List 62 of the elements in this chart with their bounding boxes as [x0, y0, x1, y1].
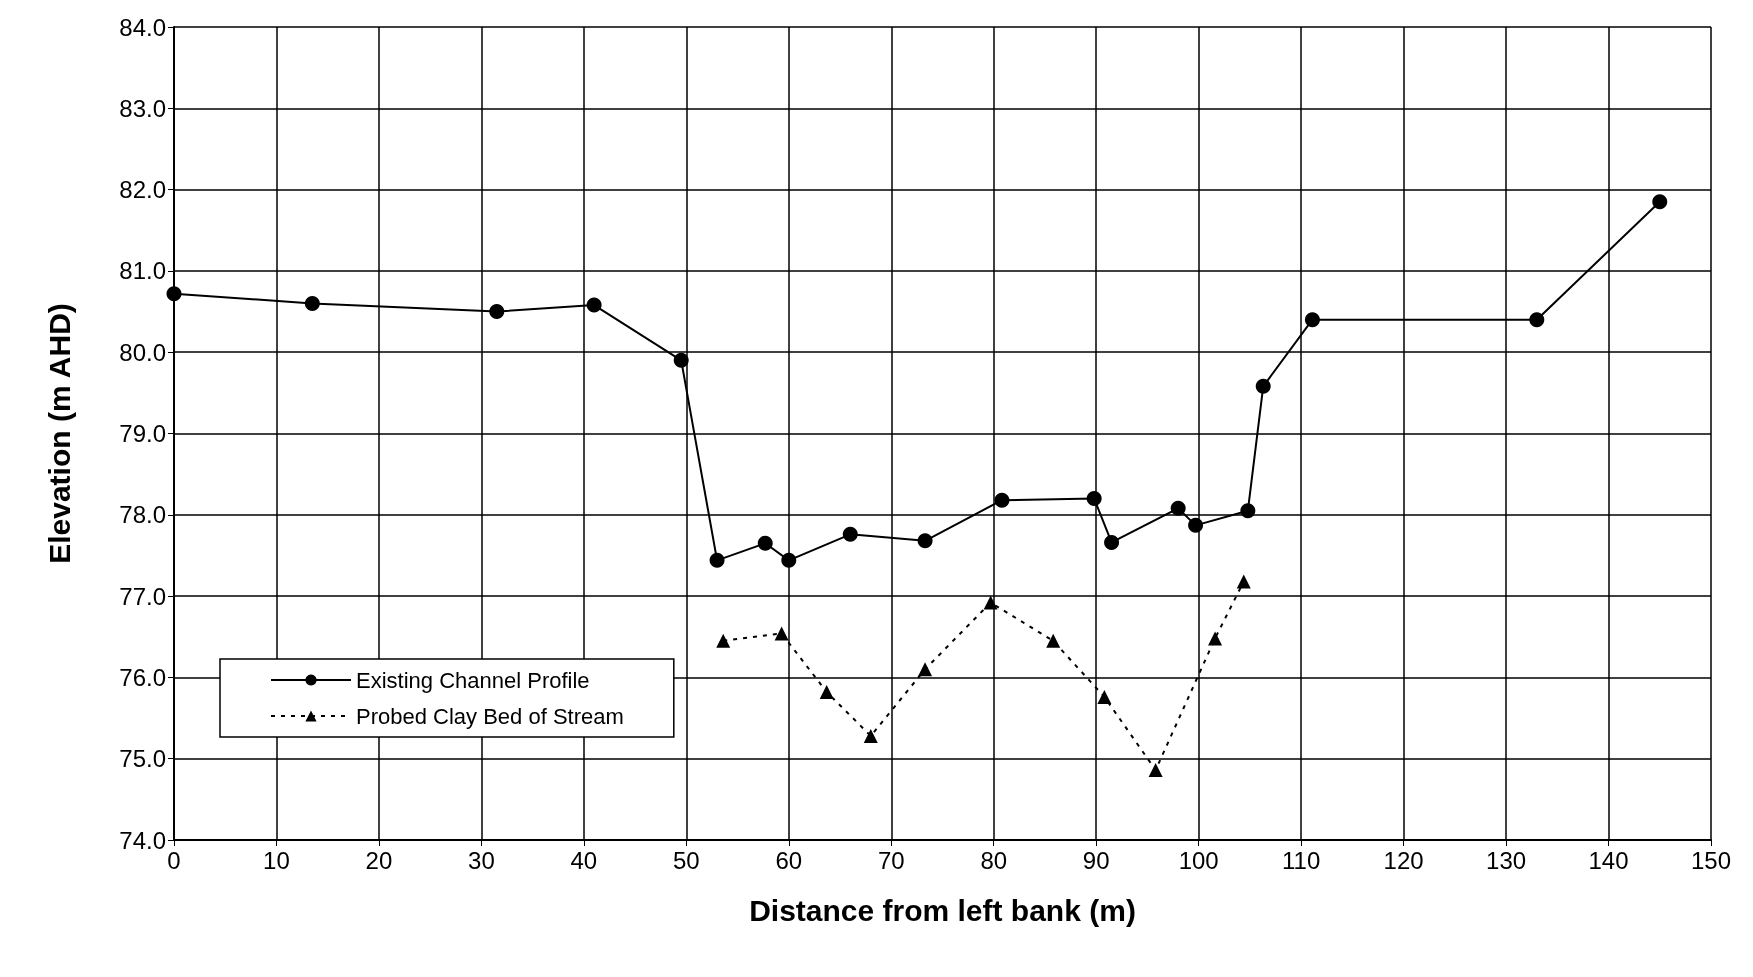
- point: [166, 286, 182, 302]
- point: [1236, 574, 1251, 589]
- point: [819, 685, 834, 700]
- y-axis-title: Elevation (m AHD): [42, 303, 76, 564]
- y-tick-label: 83.0: [119, 94, 166, 122]
- point: [983, 595, 998, 610]
- x-axis-title: Distance from left bank (m): [749, 893, 1136, 927]
- x-tick-label: 50: [672, 846, 700, 874]
- point: [842, 526, 858, 542]
- x-tick-label: 120: [1383, 846, 1424, 874]
- point: [1086, 491, 1102, 507]
- point: [1240, 503, 1256, 519]
- point: [1529, 312, 1545, 328]
- legend-label: Probed Clay Bed of Stream: [356, 703, 624, 729]
- point: [774, 626, 789, 641]
- point: [586, 297, 602, 313]
- y-tick-label: 84.0: [119, 13, 166, 41]
- point: [489, 304, 505, 320]
- point: [1170, 500, 1186, 516]
- y-tick-label: 75.0: [119, 745, 166, 773]
- y-tick-label: 81.0: [119, 257, 166, 285]
- point: [1148, 763, 1163, 778]
- point: [1208, 631, 1223, 646]
- point: [673, 352, 689, 368]
- point: [918, 662, 933, 677]
- x-tick-label: 130: [1486, 846, 1527, 874]
- x-tick-label: 40: [570, 846, 598, 874]
- y-tick-label: 77.0: [119, 582, 166, 610]
- x-tick-label: 140: [1588, 846, 1629, 874]
- x-tick-label: 0: [167, 846, 181, 874]
- point: [781, 552, 797, 568]
- y-tick-label: 74.0: [119, 826, 166, 854]
- x-tick-label: 30: [468, 846, 495, 874]
- point: [304, 295, 320, 311]
- point: [917, 533, 933, 549]
- point: [863, 728, 878, 743]
- x-tick-label: 90: [1082, 846, 1110, 874]
- point: [716, 633, 731, 648]
- y-tick-label: 80.0: [119, 338, 166, 366]
- x-tick-label: 100: [1178, 846, 1219, 874]
- point: [994, 492, 1010, 508]
- x-tick-label: 80: [980, 846, 1008, 874]
- y-tick-label: 76.0: [119, 663, 166, 691]
- x-tick-label: 60: [775, 846, 803, 874]
- x-tick-label: 110: [1282, 846, 1321, 874]
- legend-label: Existing Channel Profile: [356, 667, 590, 693]
- y-tick-label: 79.0: [119, 420, 166, 447]
- point: [1097, 689, 1112, 704]
- x-tick-label: 150: [1690, 846, 1732, 874]
- point: [1188, 517, 1204, 533]
- x-tick-label: 10: [263, 846, 290, 874]
- point: [1046, 633, 1061, 648]
- point: [1304, 312, 1320, 328]
- y-tick-label: 82.0: [119, 176, 166, 204]
- x-tick-label: 20: [365, 846, 393, 874]
- point: [1255, 378, 1271, 394]
- point: [1104, 534, 1120, 550]
- point: [709, 552, 725, 568]
- point: [757, 535, 773, 551]
- point: [1652, 194, 1668, 210]
- x-tick-label: 70: [877, 846, 905, 874]
- y-tick-label: 78.0: [119, 501, 166, 529]
